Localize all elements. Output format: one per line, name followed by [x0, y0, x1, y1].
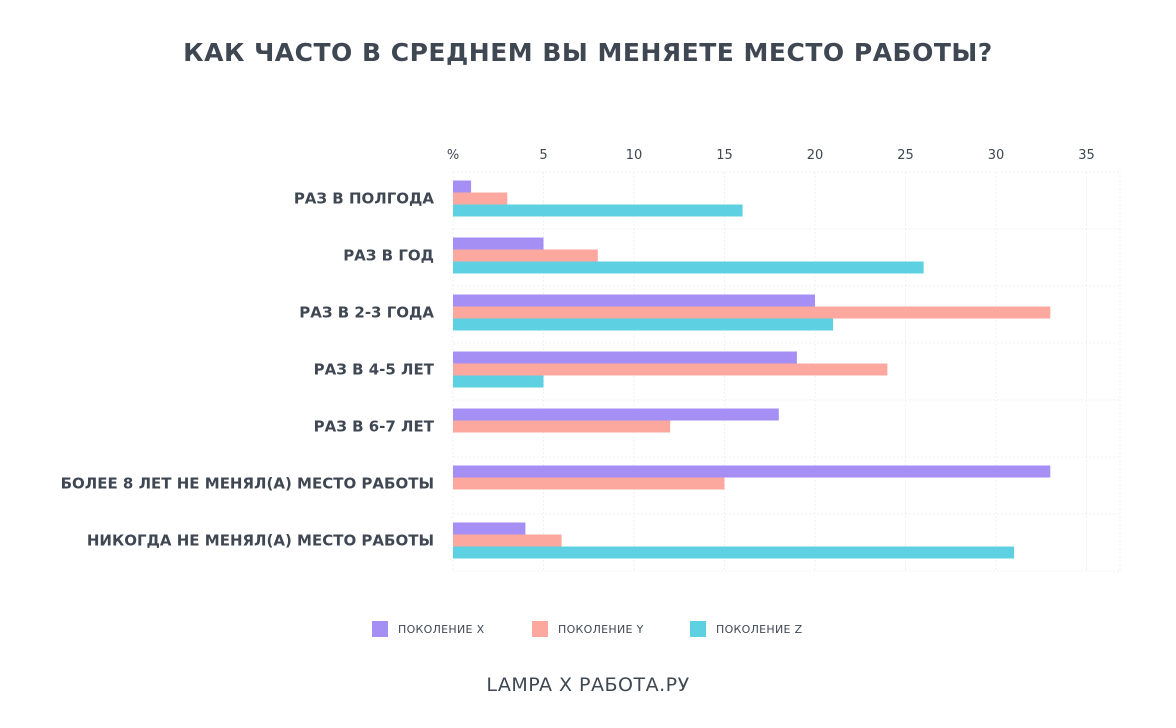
bar: [453, 522, 526, 535]
bar-chart: % 5 10 15 20 25 30 35 РАЗ В ПОЛГОДА РАЗ В ГОД РАЗ …: [61, 148, 1121, 572]
legend-swatch-y: [532, 621, 548, 637]
bar: [453, 237, 544, 250]
bar: [453, 249, 598, 262]
bar: [453, 318, 834, 331]
tick-label: 25: [897, 148, 914, 163]
bar: [453, 204, 743, 217]
chart-title: КАК ЧАСТО В СРЕДНЕМ ВЫ МЕНЯЕТЕ МЕСТО РАБ…: [183, 38, 993, 67]
tick-label: 30: [988, 148, 1005, 163]
bar: [453, 465, 1051, 478]
bar: [453, 534, 562, 547]
bar: [453, 477, 725, 490]
legend-swatch-x: [372, 621, 388, 637]
bar: [453, 180, 472, 193]
tick-label: 35: [1078, 148, 1095, 163]
bar: [453, 306, 1051, 319]
category-label: РАЗ В ПОЛГОДА: [294, 190, 435, 208]
bar: [453, 261, 924, 274]
bar: [453, 420, 671, 433]
bar: [453, 192, 508, 205]
legend-label-z: ПОКОЛЕНИЕ Z: [716, 622, 803, 636]
legend-item-x: ПОКОЛЕНИЕ X: [372, 621, 484, 637]
tick-label: 20: [807, 148, 824, 163]
legend-label-y: ПОКОЛЕНИЕ Y: [558, 622, 644, 636]
bar: [453, 294, 815, 307]
legend-swatch-z: [690, 621, 706, 637]
tick-label: 15: [716, 148, 733, 163]
category-label: РАЗ В 6-7 ЛЕТ: [314, 418, 435, 436]
legend-item-y: ПОКОЛЕНИЕ Y: [532, 621, 644, 637]
category-label: РАЗ В ГОД: [343, 247, 434, 265]
bar: [453, 363, 888, 376]
source-credit: LAMPA X РАБОТА.РУ: [486, 674, 690, 696]
category-label: БОЛЕЕ 8 ЛЕТ НЕ МЕНЯЛ(А) МЕСТО РАБОТЫ: [61, 475, 434, 493]
legend: ПОКОЛЕНИЕ X ПОКОЛЕНИЕ Y ПОКОЛЕНИЕ Z: [0, 621, 1176, 641]
bar: [453, 546, 1015, 559]
axis-unit-label: %: [447, 148, 459, 163]
category-label: РАЗ В 4-5 ЛЕТ: [314, 361, 435, 379]
category-label: РАЗ В 2-3 ГОДА: [299, 304, 434, 322]
tick-label: 10: [626, 148, 643, 163]
bar: [453, 375, 544, 388]
category-label: НИКОГДА НЕ МЕНЯЛ(А) МЕСТО РАБОТЫ: [87, 532, 434, 550]
legend-item-z: ПОКОЛЕНИЕ Z: [690, 621, 802, 637]
bar: [453, 408, 779, 421]
bar: [453, 351, 797, 364]
legend-label-x: ПОКОЛЕНИЕ X: [398, 622, 485, 636]
tick-label: 5: [539, 148, 547, 163]
